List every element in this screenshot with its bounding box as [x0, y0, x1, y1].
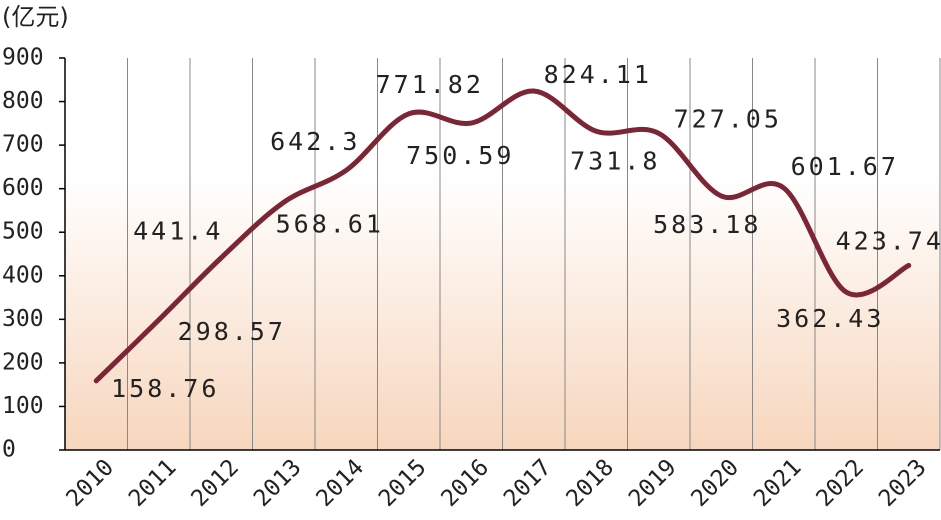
x-tick-label: 2016 [437, 454, 495, 512]
data-label: 441.4 [133, 217, 223, 246]
y-tick-label: 300 [2, 306, 44, 332]
x-tick-label: 2010 [62, 454, 120, 512]
y-tick-label: 200 [2, 349, 44, 375]
x-tick-label: 2013 [249, 454, 307, 512]
data-label: 771.82 [376, 70, 484, 99]
data-label: 727.05 [674, 104, 782, 133]
y-tick-label: 600 [2, 175, 44, 201]
x-tick-label: 2012 [187, 454, 245, 512]
data-label: 158.76 [111, 374, 219, 403]
y-tick-label: 900 [2, 45, 44, 71]
x-tick-label: 2020 [687, 454, 745, 512]
data-label: 568.61 [276, 209, 384, 238]
x-tick-label: 2021 [749, 454, 807, 512]
x-tick-label: 2018 [562, 454, 620, 512]
y-tick-label: 400 [2, 262, 44, 288]
y-axis-label: (亿元) [2, 3, 69, 31]
data-label: 298.57 [178, 317, 286, 346]
data-label: 642.3 [270, 127, 360, 156]
line [93, 88, 912, 384]
data-label: 750.59 [406, 141, 514, 170]
x-tick-label: 2022 [812, 454, 870, 512]
data-label: 601.67 [791, 152, 899, 181]
y-tick-label: 0 [2, 437, 16, 463]
x-tick-label: 2019 [624, 454, 682, 512]
data-label: 583.18 [653, 210, 761, 239]
data-label: 731.8 [570, 146, 660, 175]
data-label: 824.11 [544, 60, 652, 89]
x-tick-label: 2011 [124, 454, 182, 512]
y-tick-label: 100 [2, 393, 44, 419]
y-tick-label: 700 [2, 132, 44, 158]
y-tick-label: 500 [2, 219, 44, 245]
x-tick-label: 2015 [374, 454, 432, 512]
x-tick-label: 2023 [874, 454, 932, 512]
x-tick-label: 2017 [499, 454, 557, 512]
x-tick-label: 2014 [312, 454, 370, 512]
data-label: 362.43 [776, 304, 884, 333]
data-label: 423.74 [836, 226, 941, 255]
y-tick-label: 800 [2, 88, 44, 114]
